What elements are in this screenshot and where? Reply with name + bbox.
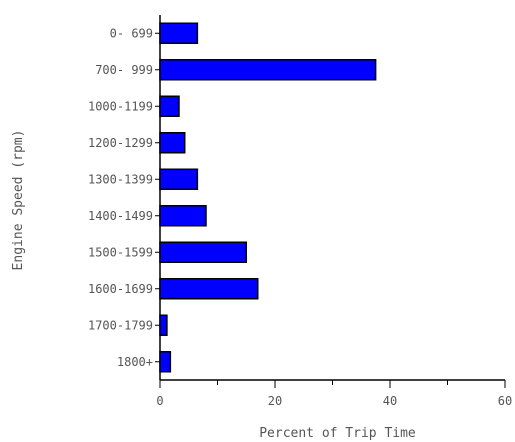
y-tick-label: 1400-1499	[88, 209, 153, 223]
y-tick-label: 0- 699	[110, 26, 153, 40]
y-tick-label: 1300-1399	[88, 172, 153, 186]
x-ticks: 0 20 40 60	[156, 380, 512, 408]
bar	[159, 241, 247, 263]
x-tick-label: 20	[268, 394, 282, 408]
y-ticks: 0- 699 700- 999 1000-1199 1200-1299 1300-139…	[88, 26, 160, 369]
y-tick-label: 700- 999	[95, 63, 153, 77]
y-tick-label: 1600-1699	[88, 282, 153, 296]
y-tick-label: 1500-1599	[88, 245, 153, 259]
bar	[159, 168, 199, 190]
bar	[159, 314, 168, 336]
bar	[159, 351, 172, 373]
x-tick-label: 60	[498, 394, 512, 408]
bars	[159, 22, 377, 373]
bar	[159, 95, 180, 117]
x-tick-label: 40	[383, 394, 397, 408]
bar	[159, 132, 186, 154]
plot-area: 0- 699 700- 999 1000-1199 1200-1299 1300-139…	[88, 15, 512, 408]
x-axis-title: Percent of Trip Time	[259, 426, 416, 441]
x-tick-label: 0	[156, 394, 163, 408]
y-axis-title: Engine Speed (rpm)	[11, 130, 26, 271]
bar	[159, 59, 377, 81]
y-tick-label: 1000-1199	[88, 99, 153, 113]
bar	[159, 205, 207, 227]
bar	[159, 278, 259, 300]
y-tick-label: 1800+	[117, 355, 153, 369]
bar	[159, 22, 199, 44]
y-tick-label: 1700-1799	[88, 318, 153, 332]
y-tick-label: 1200-1299	[88, 136, 153, 150]
